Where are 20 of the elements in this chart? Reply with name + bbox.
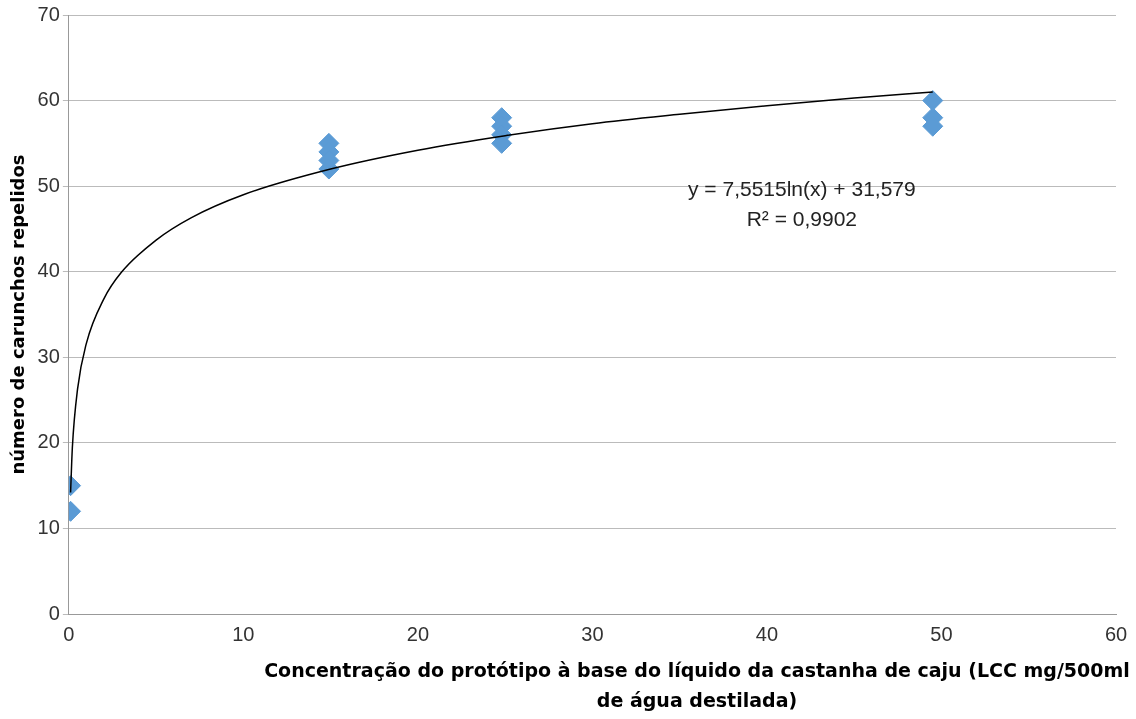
x-tick-label: 40 — [755, 622, 779, 645]
x-axis-title: Concentração do protótipo à base do líquido da castanha de caju (LCC mg/500ml de água destilada) — [263, 658, 1131, 713]
point — [922, 90, 944, 112]
y-tick-label: 0 — [48, 601, 60, 624]
x-tick-label: 30 — [581, 622, 604, 645]
x-tick-label: 10 — [232, 622, 255, 645]
x-tick-label: 20 — [406, 622, 430, 645]
y-tick-label: 10 — [37, 515, 60, 538]
y-tick-label: 50 — [37, 173, 60, 196]
x-tick-label: 50 — [930, 622, 953, 645]
y-tick-label: 40 — [37, 259, 60, 282]
y-tick-label: 20 — [37, 430, 60, 453]
y-tick-label: 70 — [37, 2, 60, 25]
y-tick-label: 30 — [37, 344, 60, 367]
y-axis-title: número de carunchos repelidos — [7, 154, 29, 475]
x-tick-label: 0 — [63, 622, 75, 645]
annotation: R² = 0,9902 — [746, 206, 858, 230]
y-tick-label: 60 — [37, 88, 60, 111]
annotation: y = 7,5515ln(x) + 31,579 — [688, 176, 916, 200]
x-tick-label: 60 — [1104, 622, 1128, 645]
